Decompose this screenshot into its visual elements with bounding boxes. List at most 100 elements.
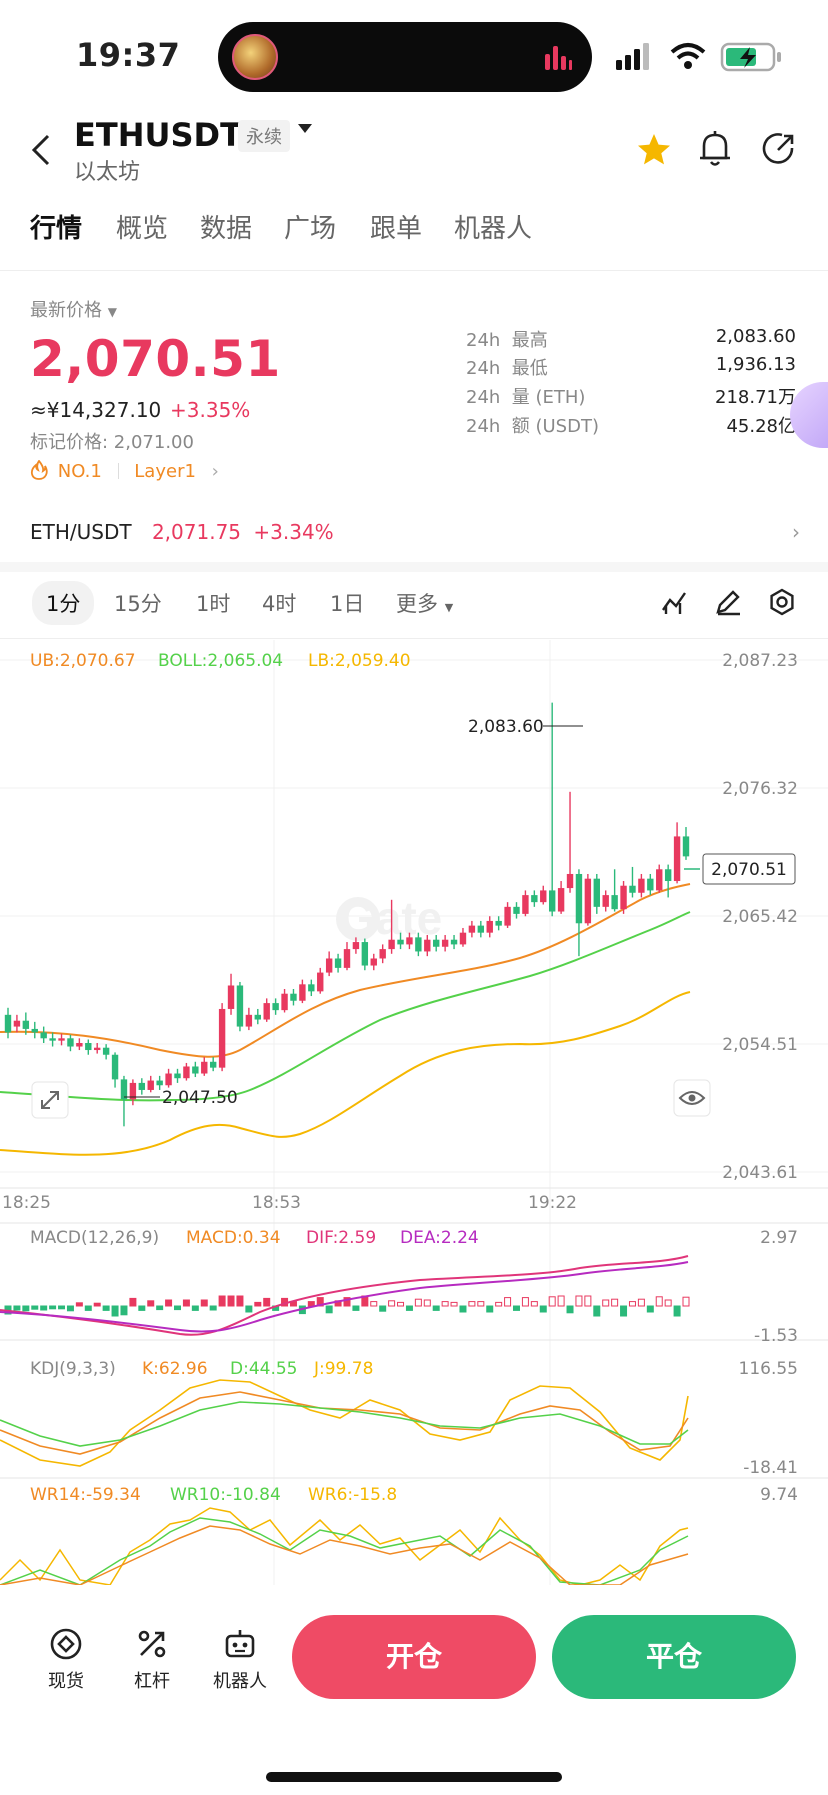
close-position-button[interactable]: 平仓 — [552, 1615, 796, 1699]
interval-1d[interactable]: 1日 — [330, 592, 365, 616]
candle-body — [227, 985, 235, 1009]
sector-tag: Layer1 — [134, 461, 196, 482]
macd-bar — [379, 1305, 387, 1312]
macd-bar — [129, 1297, 137, 1307]
home-indicator[interactable] — [266, 1772, 562, 1782]
macd-bar — [156, 1305, 164, 1311]
candle-body — [664, 869, 672, 882]
macd-bar — [521, 1297, 529, 1307]
dif-line — [0, 1255, 689, 1336]
pair-subtitle: 以太坊 — [74, 160, 141, 185]
candle-body — [415, 937, 422, 952]
spot-pair-row[interactable]: ETH/USDT 2,071.75 +3.34% › — [30, 520, 800, 550]
macd-bar — [432, 1305, 440, 1311]
back-icon[interactable] — [30, 132, 54, 168]
nav-robot[interactable]: 机器人 — [200, 1627, 280, 1693]
candle-body — [522, 895, 529, 914]
candle-body — [192, 1066, 199, 1074]
ub-label: UB:2,070.67 — [30, 651, 136, 671]
star-icon[interactable] — [636, 132, 672, 168]
candle-body — [183, 1066, 190, 1079]
candle-body — [575, 873, 583, 924]
candle-body — [129, 1082, 137, 1100]
candle-body — [566, 873, 574, 889]
divider — [0, 638, 828, 639]
candle-body — [325, 958, 333, 973]
candle-body — [406, 937, 413, 945]
tab-copy-trade[interactable]: 跟单 — [370, 214, 423, 244]
candle-body — [334, 958, 342, 968]
wr10-label: WR10:-10.84 — [170, 1485, 281, 1505]
macd-bar — [584, 1295, 592, 1307]
macd-bar — [138, 1305, 146, 1311]
y-tick: 2,065.42 — [722, 907, 798, 927]
chevron-down-icon[interactable] — [298, 124, 312, 133]
macd-bar — [84, 1305, 92, 1311]
macd-bar — [200, 1299, 208, 1307]
macd-bar — [548, 1296, 556, 1307]
macd-bar — [93, 1302, 101, 1307]
macd-bar — [477, 1301, 485, 1307]
macd-bar — [566, 1305, 574, 1314]
indicator-icon[interactable] — [660, 588, 688, 616]
candle-body — [531, 895, 538, 903]
divider — [0, 562, 828, 572]
tab-bots[interactable]: 机器人 — [454, 214, 533, 244]
share-icon[interactable] — [762, 132, 796, 166]
macd-bar — [66, 1305, 74, 1312]
candle-body — [272, 1003, 279, 1011]
open-position-button[interactable]: 开仓 — [292, 1615, 536, 1699]
candle-body — [343, 949, 351, 968]
stat-turnover: 24h 额 (USDT) 45.28亿 — [466, 416, 796, 437]
macd-bar — [263, 1297, 271, 1307]
candle-body — [4, 1014, 12, 1033]
macd-bar — [352, 1305, 360, 1311]
tab-square[interactable]: 广场 — [284, 214, 337, 244]
bell-icon[interactable] — [698, 130, 732, 168]
dynamic-island[interactable] — [218, 22, 592, 92]
nav-leverage[interactable]: 杠杆 — [112, 1627, 192, 1693]
candle-body — [548, 890, 556, 912]
draw-pen-icon[interactable] — [714, 588, 742, 616]
nav-spot[interactable]: 现货 — [26, 1627, 106, 1693]
candle-body — [245, 1014, 253, 1027]
interval-1h[interactable]: 1时 — [196, 592, 231, 616]
tab-data[interactable]: 数据 — [200, 214, 253, 244]
y-tick: 2,076.32 — [722, 779, 798, 799]
interval-15m[interactable]: 15分 — [114, 592, 162, 616]
wr-line — [0, 1525, 689, 1585]
candle-body — [290, 993, 297, 1001]
spot-icon — [50, 1628, 82, 1660]
x-tick: 18:25 — [2, 1193, 51, 1213]
tab-market[interactable]: 行情 — [30, 214, 83, 244]
stat-volume: 24h 量 (ETH) 218.71万 — [466, 387, 796, 408]
price-cny: ≈¥14,327.10 — [30, 398, 162, 422]
candle-body — [58, 1038, 65, 1041]
visibility-toggle[interactable] — [673, 1079, 711, 1117]
spot-pair: ETH/USDT — [30, 520, 132, 544]
latest-price-label[interactable]: 最新价格 ▼ — [30, 300, 117, 321]
candle-body — [629, 885, 636, 893]
interval-1m[interactable]: 1分 — [32, 581, 95, 625]
kline-chart[interactable]: Gate UB:2,070.67 BOLL:2,065.04 LB:2,059.… — [0, 640, 828, 1585]
pair-title[interactable]: ETHUSDT — [74, 116, 242, 154]
macd-bar — [495, 1301, 503, 1307]
candle-body — [361, 942, 369, 966]
candle-body — [620, 885, 627, 910]
interval-more[interactable]: 更多 ▼ — [396, 592, 454, 616]
macd-bar — [316, 1297, 324, 1307]
macd-bar — [423, 1299, 431, 1307]
macd-bar — [370, 1301, 378, 1307]
settings-icon[interactable] — [768, 588, 796, 616]
tab-overview[interactable]: 概览 — [116, 214, 169, 244]
rank-row[interactable]: NO.1 Layer1 › — [30, 459, 219, 482]
candle-body — [638, 878, 645, 893]
stat-low: 24h 最低 1,936.13 — [466, 354, 796, 379]
fullscreen-button[interactable] — [31, 1081, 69, 1119]
candle-body — [308, 984, 315, 992]
candle-body — [120, 1079, 128, 1100]
interval-4h[interactable]: 4时 — [262, 592, 297, 616]
macd-bar — [254, 1301, 262, 1307]
macd-bottom: -1.53 — [754, 1326, 798, 1346]
macd-bar — [40, 1305, 48, 1311]
